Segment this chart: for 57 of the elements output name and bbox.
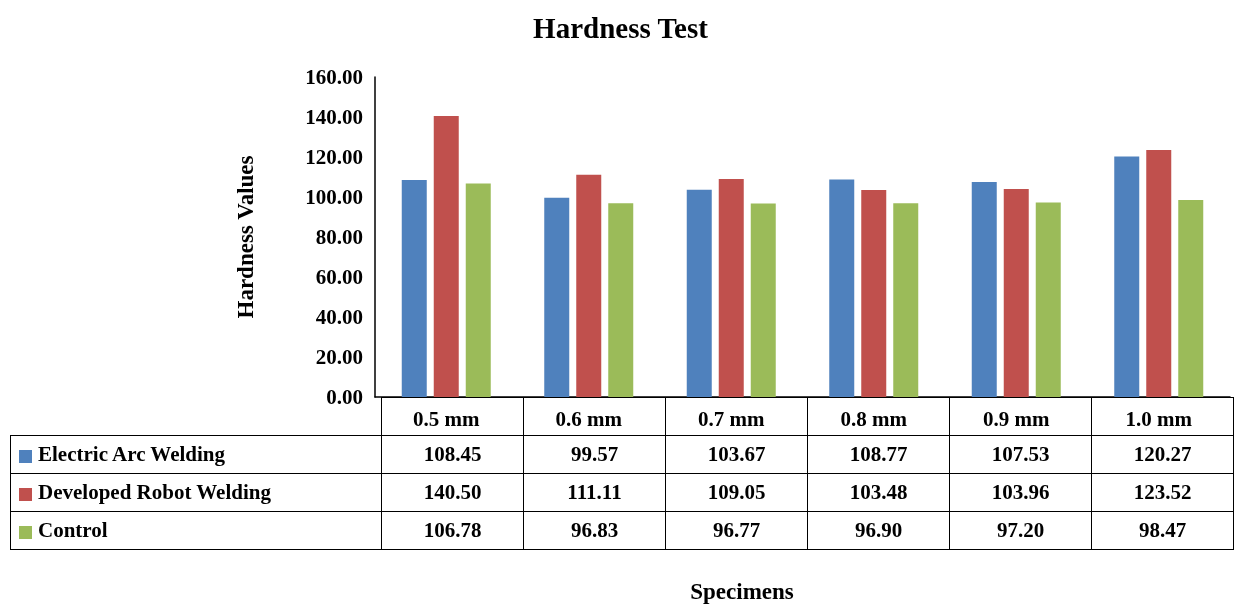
- data-label: 103.67: [665, 435, 808, 474]
- data-label: 103.48: [807, 473, 950, 512]
- y-tick-label: 160.00: [305, 65, 363, 89]
- data-label: 109.05: [665, 473, 808, 512]
- bar: [971, 181, 997, 397]
- bar: [576, 174, 602, 397]
- bar: [1003, 189, 1029, 397]
- data-label: 99.57: [523, 435, 666, 474]
- data-label: 98.47: [1091, 511, 1234, 550]
- bar: [1114, 156, 1140, 397]
- data-label: 108.45: [381, 435, 524, 474]
- bar: [1146, 149, 1172, 397]
- bar: [1178, 200, 1204, 397]
- bar: [433, 116, 459, 397]
- y-tick-label: 60.00: [315, 265, 363, 289]
- x-tick-label: 0.8 mm: [840, 406, 908, 431]
- bar: [608, 203, 634, 397]
- data-label: 107.53: [949, 435, 1092, 474]
- data-label: 140.50: [381, 473, 524, 512]
- legend-label: Control: [10, 511, 382, 550]
- data-label: 123.52: [1091, 473, 1234, 512]
- y-tick-label: 120.00: [305, 145, 363, 169]
- x-tick-label: 0.6 mm: [555, 406, 623, 431]
- data-label: 120.27: [1091, 435, 1234, 474]
- bar: [544, 197, 570, 397]
- legend-label: Electric Arc Welding: [10, 435, 382, 474]
- bar: [861, 190, 887, 397]
- text: Specimens: [690, 579, 794, 604]
- data-label: 108.77: [807, 435, 950, 474]
- y-tick-label: 0.00: [326, 385, 363, 409]
- data-label: 106.78: [381, 511, 524, 550]
- data-label: 97.20: [949, 511, 1092, 550]
- bar: [1035, 202, 1061, 397]
- data-label: 111.11: [523, 473, 666, 512]
- data-label: 103.96: [949, 473, 1092, 512]
- bar: [401, 180, 427, 397]
- bar: [750, 203, 776, 397]
- chart-title: Hardness Test: [533, 11, 709, 44]
- y-tick-label: 80.00: [315, 225, 363, 249]
- x-tick-label: 0.9 mm: [983, 406, 1050, 431]
- data-label: 96.83: [523, 511, 666, 550]
- y-tick-label: 140.00: [305, 105, 363, 129]
- bar: [829, 179, 855, 397]
- bar: [718, 178, 744, 397]
- bar: [893, 203, 919, 397]
- x-tick-label: 0.7 mm: [698, 406, 765, 431]
- bar: [686, 189, 712, 397]
- y-tick-label: 20.00: [315, 345, 363, 369]
- data-label: 96.90: [807, 511, 950, 550]
- bar: [465, 183, 491, 397]
- data-label: 96.77: [665, 511, 808, 550]
- x-tick-label: 0.5 mm: [413, 406, 480, 431]
- x-tick-label: 1.0 mm: [1125, 406, 1193, 431]
- y-tick-label: 100.00: [305, 185, 363, 209]
- y-tick-label: 40.00: [315, 305, 363, 329]
- y-axis-title: Hardness Values: [233, 155, 258, 319]
- legend-label: Developed Robot Welding: [10, 473, 382, 512]
